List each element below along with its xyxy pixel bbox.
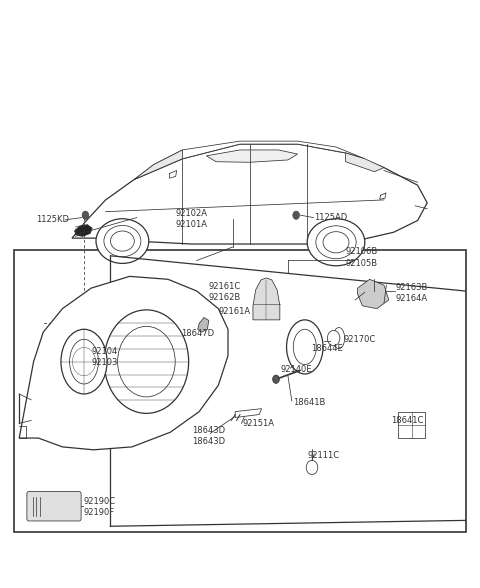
- FancyBboxPatch shape: [27, 492, 81, 521]
- Ellipse shape: [323, 232, 349, 253]
- Text: 18643D
18643D: 18643D 18643D: [192, 426, 225, 446]
- Circle shape: [104, 310, 189, 413]
- Polygon shape: [346, 153, 384, 172]
- Bar: [398, 412, 425, 438]
- Text: 1125AD: 1125AD: [314, 213, 348, 222]
- Bar: [14, 250, 466, 532]
- Polygon shape: [333, 328, 345, 349]
- Polygon shape: [198, 318, 209, 332]
- Ellipse shape: [61, 329, 107, 394]
- Text: 92111C: 92111C: [307, 451, 339, 460]
- Polygon shape: [74, 225, 92, 236]
- Polygon shape: [253, 278, 280, 320]
- Text: 92163B
92164A: 92163B 92164A: [396, 283, 428, 303]
- Text: 18641C: 18641C: [391, 416, 423, 425]
- Text: 92170C: 92170C: [343, 335, 375, 345]
- Circle shape: [327, 330, 340, 346]
- Ellipse shape: [104, 225, 141, 257]
- Polygon shape: [134, 150, 182, 179]
- Circle shape: [273, 375, 279, 383]
- Ellipse shape: [96, 219, 149, 263]
- Polygon shape: [19, 276, 228, 450]
- Text: 92161A: 92161A: [218, 307, 251, 316]
- Polygon shape: [358, 279, 389, 309]
- Ellipse shape: [293, 329, 316, 365]
- Polygon shape: [206, 150, 298, 162]
- Text: 1125KD: 1125KD: [36, 215, 69, 225]
- Ellipse shape: [70, 339, 98, 384]
- Text: 18647D: 18647D: [181, 329, 215, 339]
- Circle shape: [82, 211, 89, 219]
- Ellipse shape: [287, 320, 323, 374]
- Text: 18644E: 18644E: [311, 343, 343, 353]
- Circle shape: [306, 460, 318, 475]
- Text: 18641B: 18641B: [293, 398, 325, 407]
- Text: 92161C
92162B: 92161C 92162B: [209, 282, 241, 302]
- Ellipse shape: [307, 219, 365, 266]
- Text: 92104
92103: 92104 92103: [91, 347, 118, 367]
- Text: 92102A
92101A: 92102A 92101A: [175, 209, 207, 229]
- Text: 92140E: 92140E: [281, 365, 312, 374]
- Text: 92190C
92190F: 92190C 92190F: [84, 497, 116, 517]
- Ellipse shape: [316, 226, 356, 259]
- Polygon shape: [72, 144, 427, 244]
- Text: 92106B
92105B: 92106B 92105B: [346, 248, 378, 268]
- Circle shape: [293, 211, 300, 219]
- Polygon shape: [235, 409, 262, 417]
- Text: 92151A: 92151A: [242, 419, 275, 428]
- Circle shape: [118, 326, 175, 397]
- Polygon shape: [134, 141, 365, 179]
- Ellipse shape: [110, 231, 134, 251]
